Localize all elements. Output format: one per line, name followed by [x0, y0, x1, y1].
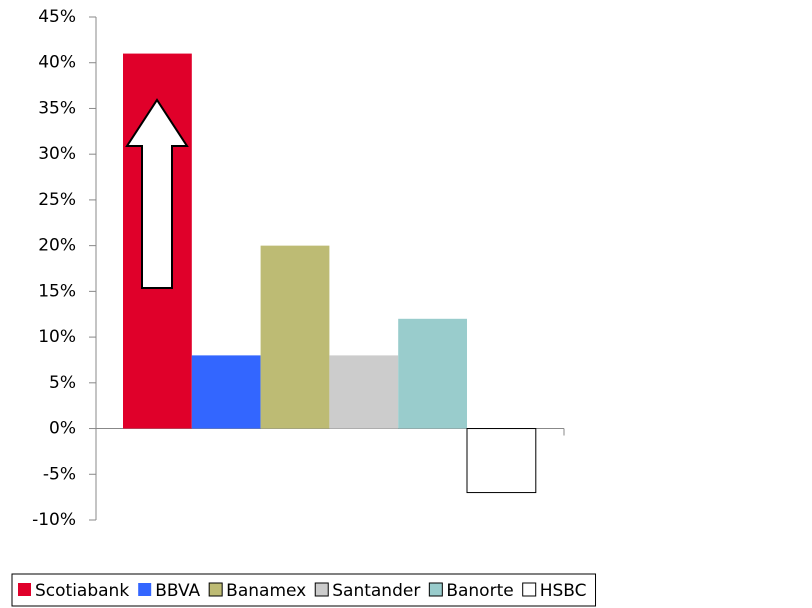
legend-swatch: [18, 583, 31, 596]
y-tick-label: 35%: [38, 98, 76, 118]
bar: [466, 428, 537, 494]
legend-swatch: [138, 583, 152, 596]
legend-swatch: [208, 582, 223, 597]
bar: [398, 318, 467, 429]
y-tick-label: 20%: [38, 236, 76, 256]
y-tick-label: 40%: [38, 53, 76, 73]
legend-label: Banorte: [446, 581, 513, 601]
y-tick-label: -5%: [43, 464, 76, 484]
bar: [191, 355, 261, 429]
y-tick-label: 10%: [38, 327, 76, 347]
legend-box: [11, 573, 597, 607]
legend-label: Banamex: [226, 581, 306, 601]
legend-label: Scotiabank: [35, 581, 129, 601]
legend-label: BBVA: [155, 581, 200, 601]
y-tick-label: 5%: [49, 373, 76, 393]
bar: [260, 245, 330, 429]
y-tick-label: -10%: [32, 510, 76, 530]
y-tick-label: 15%: [38, 281, 76, 301]
legend-swatch: [314, 582, 329, 597]
y-tick-label: 0%: [49, 419, 76, 439]
bar: [329, 355, 399, 429]
legend-label: Santander: [332, 581, 420, 601]
arrow: [125, 98, 189, 289]
y-tick-label: 45%: [38, 7, 76, 27]
y-tick-label: 30%: [38, 144, 76, 164]
legend-label: HSBC: [540, 581, 587, 601]
y-tick-label: 25%: [38, 190, 76, 210]
legend-swatch: [428, 582, 443, 597]
legend-swatch: [522, 582, 537, 597]
